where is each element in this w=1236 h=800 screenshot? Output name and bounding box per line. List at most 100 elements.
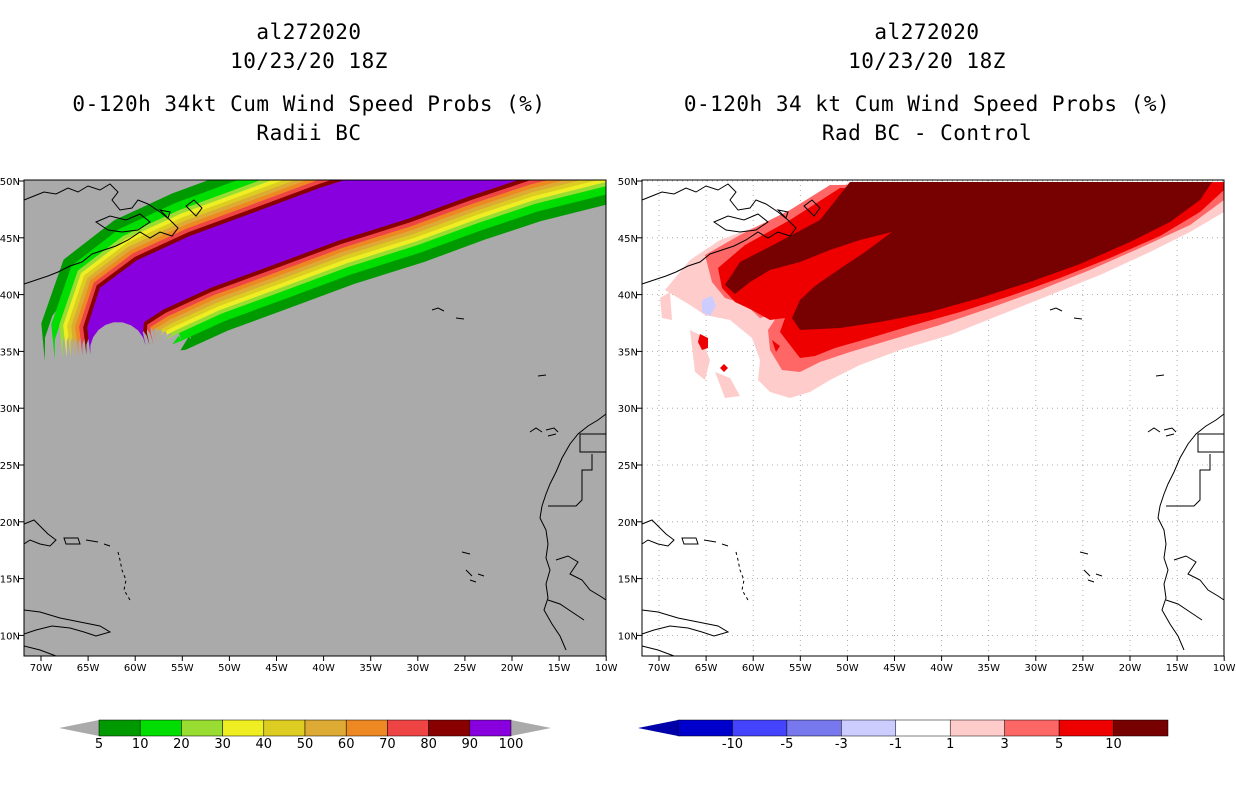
colorbar-swatch: [469, 719, 512, 737]
lon-label-50W: 50W: [836, 663, 859, 674]
left-map: 70W 65W 60W 55W 50W 45W 40W 35W 30W 25W 20W 15W 10W 5…: [0, 177, 618, 674]
lat-label-10N: 10N: [0, 631, 20, 642]
lat-label-15N: 15N: [0, 575, 20, 586]
lat-label-20N: 20N: [0, 518, 20, 529]
colorbar-label--3: -3: [835, 737, 848, 752]
colorbar-label-20: 20: [173, 737, 190, 752]
right-colorbar: -10 -5 -3 -1 1 3 5 10: [638, 719, 1169, 752]
lon-label-40W: 40W: [312, 663, 335, 674]
lon-label-65W: 65W: [77, 663, 100, 674]
lon-label-25W: 25W: [454, 663, 477, 674]
lon-label-55W: 55W: [171, 663, 194, 674]
lon-label-30W: 30W: [406, 663, 429, 674]
colorbar-label-70: 70: [379, 737, 396, 752]
left-title: 0-120h 34kt Cum Wind Speed Probs (%): [72, 92, 546, 116]
lon-label-20W: 20W: [501, 663, 524, 674]
colorbar-start-arrow: [638, 720, 678, 736]
prob-band-60: [75, 180, 565, 356]
right-map-frame: [641, 179, 1225, 657]
right-storm-id: al272020: [874, 20, 980, 44]
left-datetime: 10/23/20 18Z: [230, 49, 388, 73]
lat-label-40N: 40N: [0, 291, 20, 302]
prob-band-90: [87, 180, 519, 355]
lat-label-10N: 10N: [618, 631, 638, 642]
colorbar-swatch: [181, 719, 223, 737]
colorbar-swatch: [304, 719, 347, 737]
colorbar-swatch: [98, 719, 141, 737]
left-subtitle: Radii BC: [256, 121, 362, 145]
colorbar-label-3: 3: [1001, 737, 1009, 752]
colorbar-label-5: 5: [95, 737, 103, 752]
lat-label-25N: 25N: [0, 461, 20, 472]
colorbar-label-60: 60: [338, 737, 355, 752]
lon-label-35W: 35W: [359, 663, 382, 674]
lon-label-70W: 70W: [648, 663, 671, 674]
lat-label-50N: 50N: [618, 177, 638, 188]
right-title: 0-120h 34 kt Cum Wind Speed Probs (%): [683, 92, 1171, 116]
colorbar-swatch: [428, 719, 471, 737]
lon-label-15W: 15W: [1166, 663, 1189, 674]
diff-band-gt-10: [725, 182, 1212, 330]
lat-label-50N: 50N: [0, 177, 20, 188]
lat-label-40N: 40N: [618, 291, 638, 302]
lon-label-65W: 65W: [695, 663, 718, 674]
lat-label-35N: 35N: [618, 347, 638, 358]
colorbar-label-80: 80: [420, 737, 437, 752]
lat-label-30N: 30N: [618, 404, 638, 415]
right-panel-title: al272020 10/23/20 18Z 0-120h 34 kt Cum W…: [642, 18, 1212, 148]
colorbar-label-40: 40: [256, 737, 273, 752]
colorbar-label-10: 10: [1105, 737, 1122, 752]
right-difference-field: [660, 182, 1224, 398]
lat-label-30N: 30N: [0, 404, 20, 415]
left-probability-bands: [41, 180, 606, 361]
left-axis-ticks: 70W 65W 60W 55W 50W 45W 40W 35W 30W 25W 20W 15W 10W 5…: [0, 177, 618, 674]
colorbar-swatch: [677, 719, 733, 737]
left-map-frame: [23, 179, 607, 657]
diff-blue-spot: [702, 296, 716, 316]
left-storm-id: al272020: [256, 20, 362, 44]
colorbar-swatch: [345, 719, 388, 737]
lon-label-10W: 10W: [1213, 663, 1236, 674]
colorbar-swatch: [732, 719, 788, 737]
lat-label-20N: 20N: [618, 518, 638, 529]
colorbar-swatch: [139, 719, 182, 737]
colorbar-swatch: [786, 719, 842, 737]
lon-label-40W: 40W: [930, 663, 953, 674]
lon-label-45W: 45W: [883, 663, 906, 674]
lat-label-45N: 45N: [0, 234, 20, 245]
right-datetime: 10/23/20 18Z: [848, 49, 1006, 73]
lon-label-30W: 30W: [1024, 663, 1047, 674]
right-subtitle: Rad BC - Control: [821, 121, 1033, 145]
colorbar-label-90: 90: [462, 737, 479, 752]
lat-label-15N: 15N: [618, 575, 638, 586]
lon-label-20W: 20W: [1119, 663, 1142, 674]
colorbar-swatch: [1004, 719, 1060, 737]
lon-label-50W: 50W: [218, 663, 241, 674]
colorbar-swatch: [222, 719, 265, 737]
lon-label-45W: 45W: [265, 663, 288, 674]
lat-label-45N: 45N: [618, 234, 638, 245]
colorbar-end-arrow: [511, 720, 551, 736]
lon-label-25W: 25W: [1072, 663, 1095, 674]
lon-label-60W: 60W: [742, 663, 765, 674]
right-axis-ticks: 70W 65W 60W 55W 50W 45W 40W 35W 30W 25W 20W 15W 10W 5…: [618, 177, 1236, 674]
lat-label-25N: 25N: [618, 461, 638, 472]
colorbar-swatch: [895, 719, 951, 737]
colorbar-swatch: [949, 719, 1005, 737]
lon-label-35W: 35W: [977, 663, 1000, 674]
right-map: 70W 65W 60W 55W 50W 45W 40W 35W 30W 25W 20W 15W 10W 5…: [618, 177, 1236, 674]
colorbar-label-5: 5: [1055, 737, 1063, 752]
colorbar-label-1: 1: [946, 737, 954, 752]
lon-label-60W: 60W: [124, 663, 147, 674]
colorbar-label-50: 50: [297, 737, 314, 752]
colorbar-swatch: [263, 719, 306, 737]
colorbar-label-30: 30: [214, 737, 231, 752]
colorbar-swatch: [387, 719, 429, 737]
lon-label-70W: 70W: [30, 663, 53, 674]
colorbar-swatch: [1058, 719, 1114, 737]
colorbar-label-100: 100: [499, 737, 524, 752]
colorbar-swatch: [841, 719, 897, 737]
lon-label-15W: 15W: [548, 663, 571, 674]
left-panel-title: al272020 10/23/20 18Z 0-120h 34kt Cum Wi…: [24, 18, 594, 148]
